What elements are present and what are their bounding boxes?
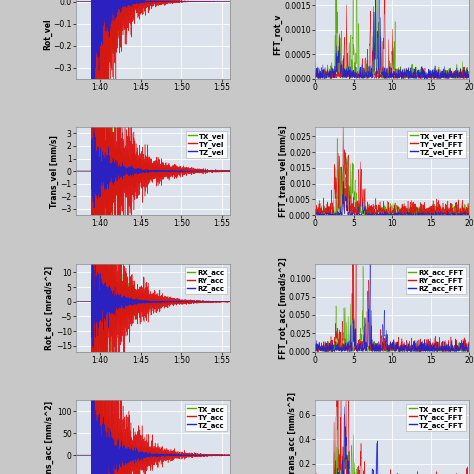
Y-axis label: FFT_rot_v: FFT_rot_v [273, 14, 283, 55]
Legend: TX_vel_FFT, TY_vel_FFT, TZ_vel_FFT: TX_vel_FFT, TY_vel_FFT, TZ_vel_FFT [408, 130, 466, 157]
Legend: TX_acc_FFT, TY_acc_FFT, TZ_acc_FFT: TX_acc_FFT, TY_acc_FFT, TZ_acc_FFT [406, 403, 466, 431]
Y-axis label: Rot_vel: Rot_vel [43, 19, 52, 50]
Legend: RX_acc, RY_acc, RZ_acc: RX_acc, RY_acc, RZ_acc [185, 267, 227, 294]
Y-axis label: Trans_vel [mm/s]: Trans_vel [mm/s] [50, 135, 59, 208]
Y-axis label: FFT_rot_acc [mrad/s^2]: FFT_rot_acc [mrad/s^2] [278, 257, 288, 358]
Legend: TX_vel, TY_vel, TZ_vel: TX_vel, TY_vel, TZ_vel [186, 130, 227, 157]
Y-axis label: Trans_acc [mm/s^2]: Trans_acc [mm/s^2] [45, 401, 54, 474]
Legend: RX_acc_FFT, RY_acc_FFT, RZ_acc_FFT: RX_acc_FFT, RY_acc_FFT, RZ_acc_FFT [406, 267, 466, 294]
Y-axis label: FFT_trans_acc [mm/s^2]: FFT_trans_acc [mm/s^2] [288, 392, 297, 474]
Y-axis label: FFT_trans_vel [mm/s]: FFT_trans_vel [mm/s] [278, 125, 288, 217]
Legend: TX_acc, TY_acc, TZ_acc: TX_acc, TY_acc, TZ_acc [185, 403, 227, 431]
Y-axis label: Rot_acc [mrad/s^2]: Rot_acc [mrad/s^2] [45, 265, 55, 350]
